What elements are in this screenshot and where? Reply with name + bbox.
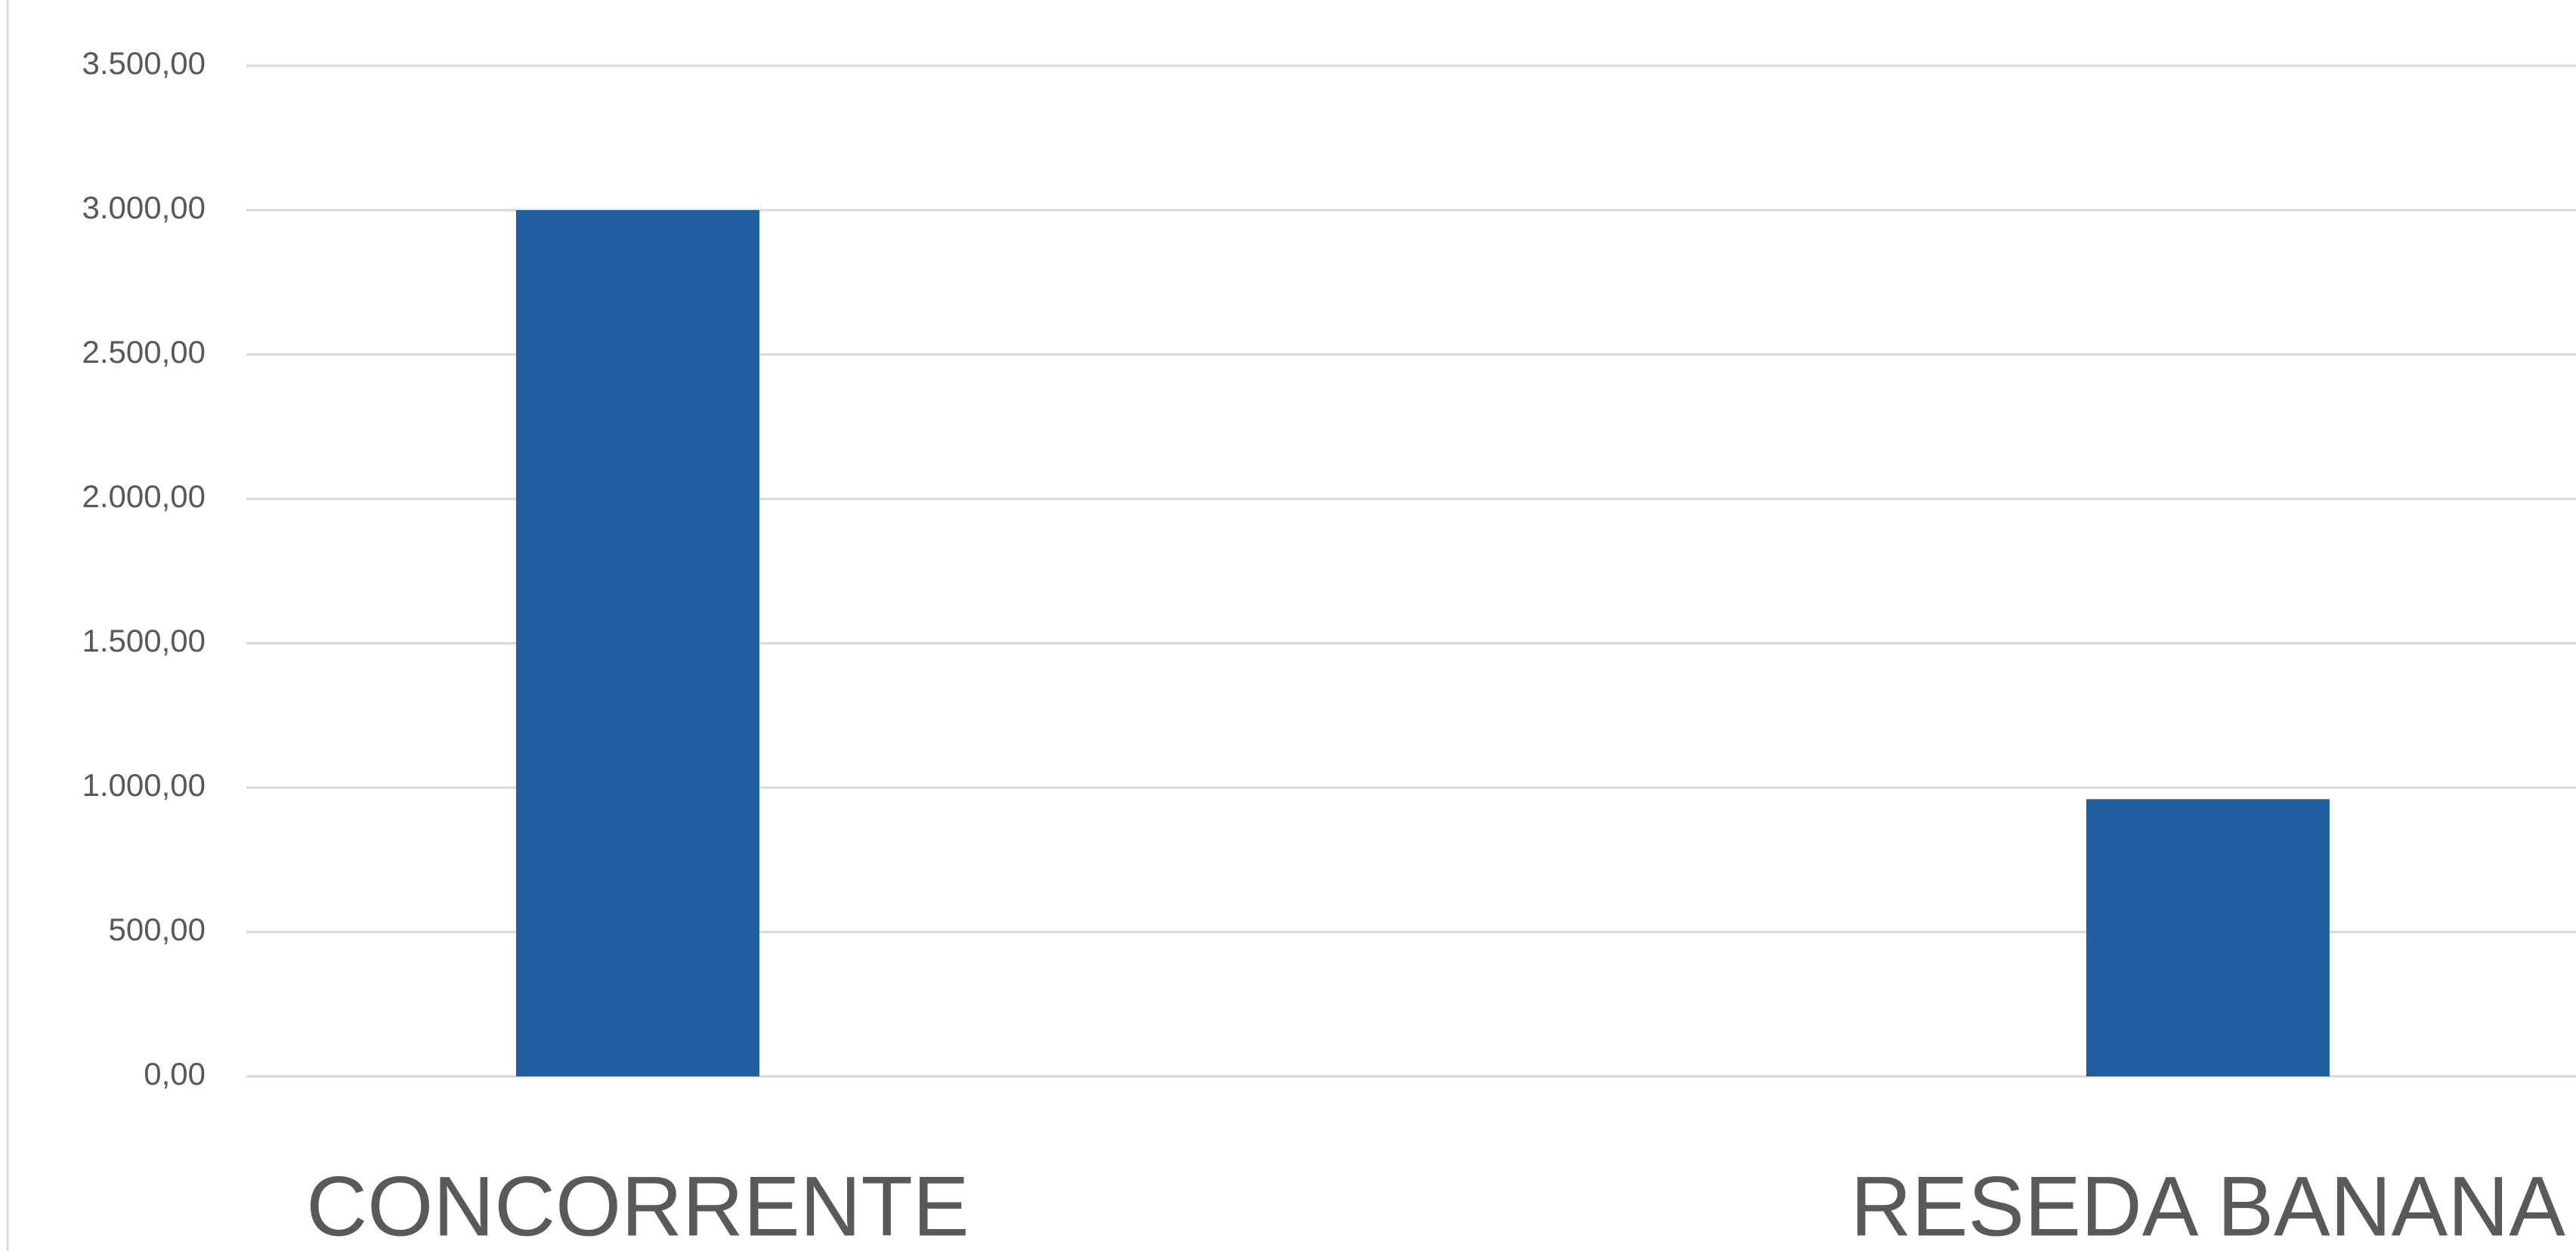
y-tick-label: 0,00 bbox=[144, 1056, 206, 1092]
bar bbox=[515, 210, 759, 1076]
y-tick-label: 1.000,00 bbox=[82, 767, 206, 803]
x-tick-label: CONCORRENTE bbox=[306, 1160, 969, 1251]
y-tick-label: 500,00 bbox=[109, 912, 206, 947]
y-tick-label: 2.500,00 bbox=[82, 334, 206, 370]
x-tick-label: RESEDA BANANA bbox=[1851, 1160, 2565, 1251]
bar bbox=[2086, 799, 2330, 1076]
y-tick-label: 2.000,00 bbox=[82, 478, 206, 514]
y-tick-label: 1.500,00 bbox=[82, 623, 206, 658]
y-tick-label: 3.500,00 bbox=[82, 45, 206, 81]
y-tick-label: 3.000,00 bbox=[82, 190, 206, 225]
